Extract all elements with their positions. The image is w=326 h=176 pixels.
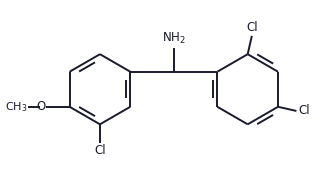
Text: Cl: Cl — [94, 144, 106, 157]
Text: Cl: Cl — [298, 104, 310, 117]
Text: NH$_2$: NH$_2$ — [162, 31, 186, 46]
Text: CH$_3$: CH$_3$ — [5, 100, 27, 114]
Text: Cl: Cl — [246, 21, 258, 34]
Text: O: O — [36, 100, 45, 113]
